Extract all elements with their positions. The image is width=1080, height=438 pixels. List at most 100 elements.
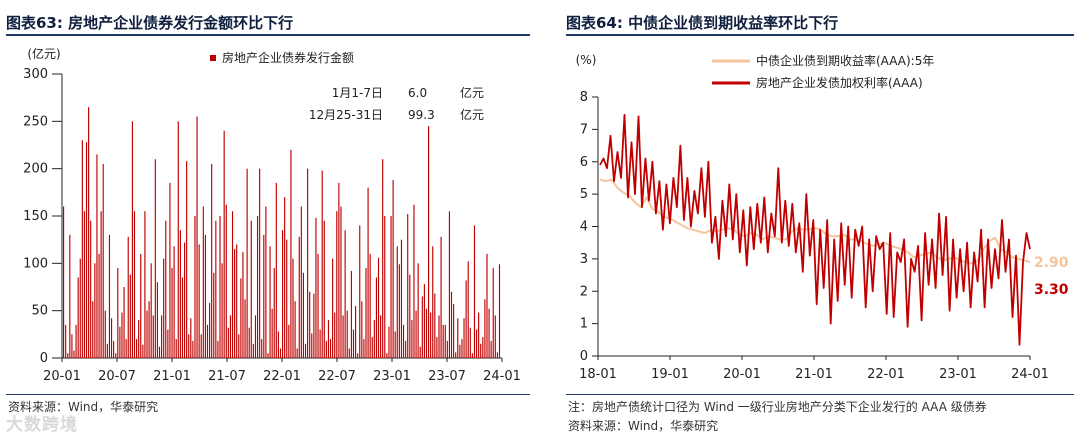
y-unit-label: (亿元) <box>27 46 60 61</box>
bar <box>361 301 363 358</box>
bar <box>407 214 409 358</box>
bar <box>148 301 150 358</box>
bar <box>346 310 348 358</box>
bar <box>265 206 267 358</box>
bar <box>63 206 65 358</box>
bar <box>388 326 390 358</box>
bar <box>154 159 156 358</box>
bar <box>104 310 106 358</box>
y-tick-label: 4 <box>580 220 588 235</box>
legend-label: 中债企业债到期收益率(AAA):5年 <box>756 53 934 68</box>
bar <box>484 299 486 358</box>
bar <box>108 234 111 358</box>
bar <box>244 299 246 358</box>
x-tick-label: 22-01 <box>867 367 905 382</box>
bar <box>298 236 300 358</box>
bar <box>198 244 200 358</box>
bar <box>254 315 257 358</box>
bar <box>363 339 365 358</box>
bar <box>352 329 355 358</box>
y-tick-label: 0 <box>580 349 588 364</box>
right-panel-title: 图表64: 中债企业债到期收益率环比下行 <box>566 14 839 32</box>
bar <box>492 268 494 358</box>
annotation-value: 99.3 <box>408 108 435 122</box>
bar <box>377 257 380 358</box>
bar <box>175 339 177 358</box>
bar <box>190 318 192 358</box>
bar <box>77 277 79 358</box>
y-tick-label: 50 <box>31 304 48 319</box>
bar <box>219 216 221 358</box>
bar <box>131 121 133 358</box>
bar <box>323 220 325 358</box>
bar <box>192 340 194 358</box>
annotation-unit: 亿元 <box>460 85 484 100</box>
bar <box>138 320 140 358</box>
bar <box>423 284 425 358</box>
bar <box>169 182 171 358</box>
bar <box>200 334 202 358</box>
bar <box>256 216 259 358</box>
end-label-property-rate: 3.30 <box>1034 282 1069 298</box>
bar <box>179 230 181 358</box>
bar <box>96 154 98 358</box>
bar <box>236 244 238 358</box>
bar <box>211 163 213 358</box>
bar <box>459 344 461 358</box>
y-tick-label: 0 <box>40 351 48 366</box>
bar <box>325 340 327 358</box>
bar <box>242 251 244 358</box>
x-tick-label: 20-01 <box>43 369 81 384</box>
bar <box>125 339 127 358</box>
bar <box>321 170 323 358</box>
bar <box>196 116 198 358</box>
bar <box>350 270 352 358</box>
left-source: 资料来源：Wind，华泰研究 <box>8 400 159 414</box>
bar <box>355 305 357 358</box>
bar <box>319 329 321 358</box>
bar <box>85 142 88 358</box>
bar <box>240 278 242 358</box>
right-source: 资料来源：Wind，华泰研究 <box>568 419 719 433</box>
bar <box>465 280 467 358</box>
bar <box>194 216 196 358</box>
bar <box>246 168 248 358</box>
bar <box>171 268 173 358</box>
bar <box>248 327 250 358</box>
bar <box>252 343 254 358</box>
annotation-value: 6.0 <box>408 86 427 100</box>
bar <box>336 211 338 358</box>
y-tick-label: 7 <box>580 122 588 137</box>
bar <box>344 230 346 358</box>
y-tick-label: 5 <box>580 187 588 202</box>
bar <box>329 339 332 358</box>
left-panel-title: 图表63: 房地产企业债券发行金额环比下行 <box>6 14 294 32</box>
bar <box>183 242 186 358</box>
x-tick-label: 20-01 <box>723 367 761 382</box>
bar <box>498 264 501 358</box>
bar <box>65 324 67 358</box>
x-tick-label: 23-01 <box>939 367 977 382</box>
y-tick-label: 250 <box>23 114 48 129</box>
bar <box>106 343 108 358</box>
bar <box>415 310 417 358</box>
bar <box>71 334 73 358</box>
bar <box>332 258 334 358</box>
bar <box>417 263 419 358</box>
x-tick-label: 18-01 <box>579 367 617 382</box>
bar <box>390 216 392 358</box>
bar <box>304 343 307 358</box>
bar <box>165 220 167 358</box>
bar <box>286 239 288 358</box>
bar <box>482 337 484 358</box>
bar <box>490 340 492 358</box>
bar <box>373 320 375 358</box>
bar <box>369 253 371 358</box>
bar <box>161 315 163 358</box>
bar <box>129 274 131 358</box>
bar <box>282 230 284 358</box>
bar <box>440 236 442 358</box>
bar <box>69 234 71 358</box>
bar <box>177 121 179 358</box>
legend-label: 房地产企业债券发行金额 <box>222 50 354 65</box>
